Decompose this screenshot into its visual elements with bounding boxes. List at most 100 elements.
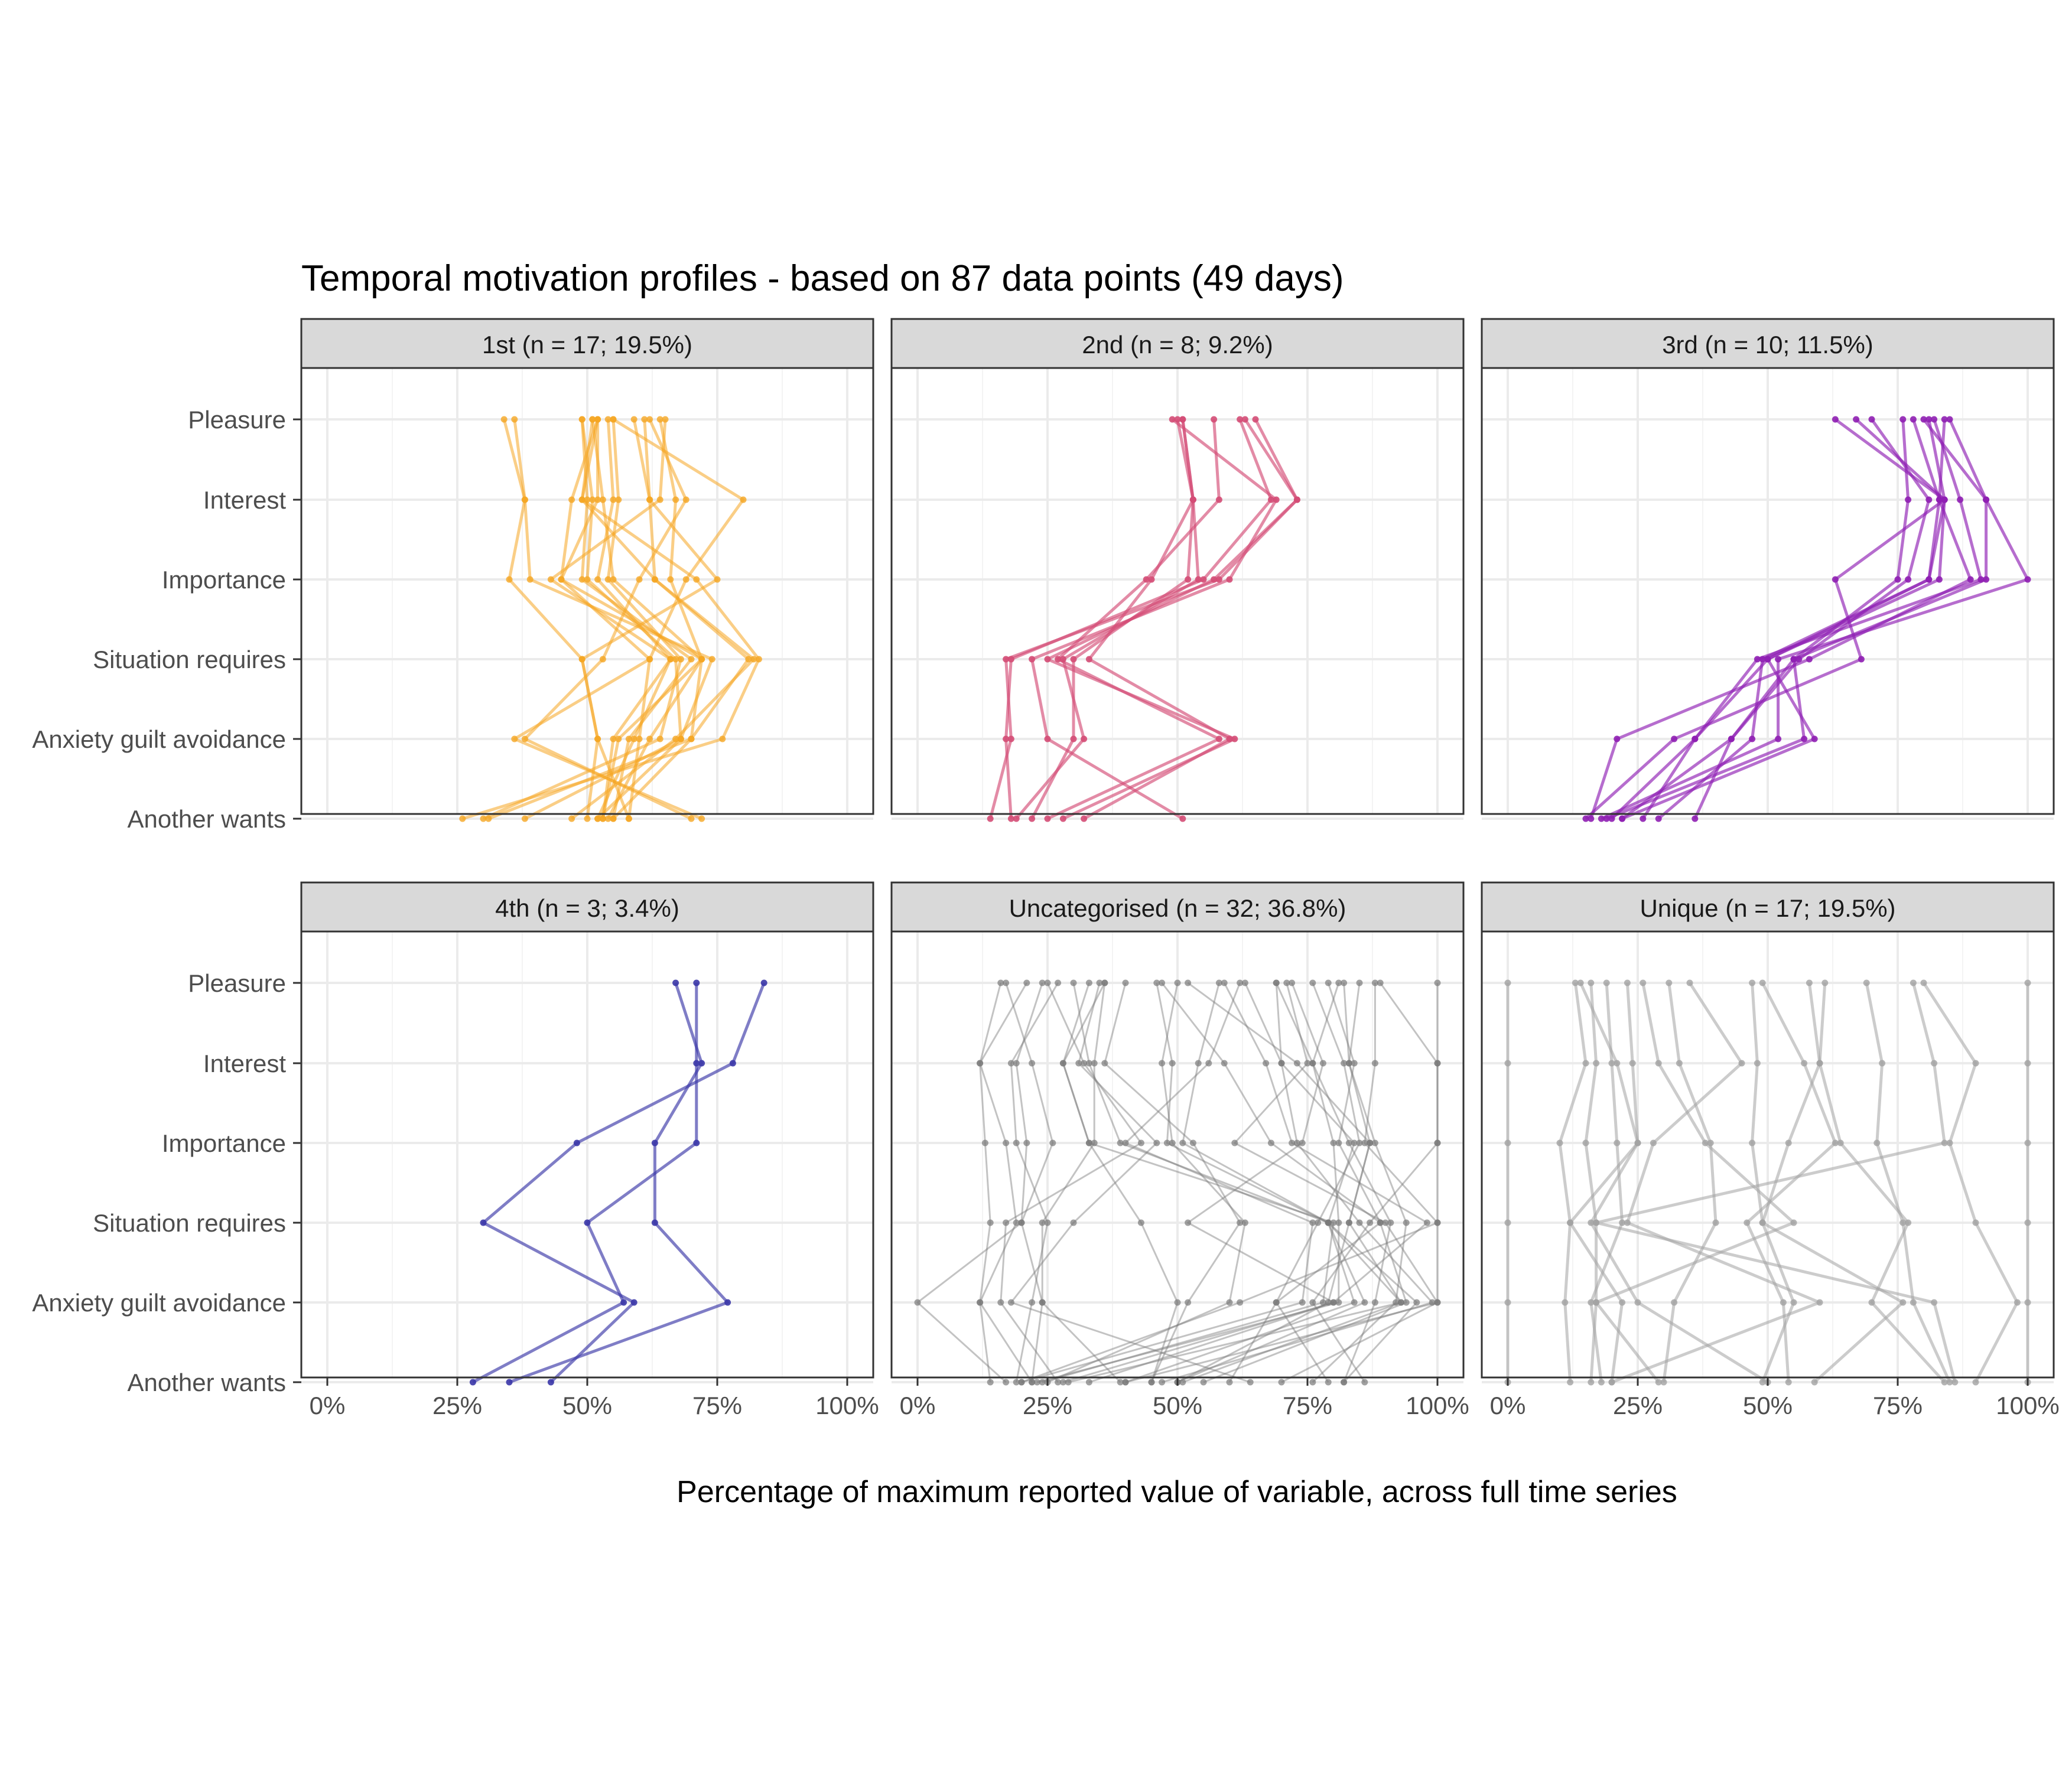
- series-line: [1662, 982, 1718, 1383]
- data-point: [646, 735, 653, 742]
- data-point: [1868, 416, 1875, 423]
- data-point: [1434, 1219, 1441, 1226]
- data-point: [1873, 1139, 1881, 1147]
- data-point: [630, 735, 637, 742]
- data-point: [1972, 1060, 1979, 1067]
- data-point: [914, 1299, 921, 1306]
- data-point: [1335, 979, 1342, 986]
- data-point: [594, 815, 601, 822]
- data-point: [1361, 1139, 1368, 1147]
- panel-border: [890, 367, 1465, 815]
- data-point: [2024, 1299, 2031, 1306]
- data-point: [1174, 979, 1181, 986]
- data-point: [997, 979, 1004, 986]
- data-point: [1003, 1379, 1010, 1386]
- data-point: [1237, 1219, 1244, 1226]
- series-line: [560, 419, 652, 819]
- data-point: [1423, 1219, 1430, 1226]
- y-tick-label: Situation requires: [93, 646, 286, 673]
- data-point: [1504, 1139, 1511, 1147]
- data-point: [1371, 1299, 1378, 1306]
- data-point: [1775, 656, 1782, 663]
- data-point: [1650, 1139, 1657, 1147]
- data-point: [1572, 979, 1579, 986]
- data-point: [1221, 1060, 1228, 1067]
- data-point: [1744, 1219, 1751, 1226]
- data-point: [558, 576, 565, 583]
- data-point: [1634, 1299, 1641, 1306]
- data-point: [1598, 815, 1605, 822]
- data-point: [682, 496, 689, 503]
- data-point: [1879, 1060, 1886, 1067]
- data-point: [1660, 1379, 1667, 1386]
- data-point: [1582, 1060, 1589, 1067]
- series-line: [1807, 982, 1946, 1383]
- data-point: [1226, 576, 1233, 583]
- series-line: [1177, 982, 1366, 1383]
- data-point: [977, 1299, 984, 1306]
- panel-strip-label: Unique (n = 17; 19.5%): [1640, 894, 1895, 922]
- data-point: [521, 815, 528, 822]
- data-point: [1905, 496, 1912, 503]
- data-point: [1122, 1139, 1129, 1147]
- data-point: [1371, 1139, 1378, 1147]
- data-point: [1619, 815, 1626, 822]
- data-point: [641, 416, 648, 423]
- data-point: [1169, 1139, 1176, 1147]
- data-point: [604, 815, 611, 822]
- data-point: [1371, 1060, 1378, 1067]
- panel-border: [300, 367, 874, 815]
- data-point: [1247, 1379, 1254, 1386]
- data-point: [578, 656, 586, 663]
- series-line: [1595, 982, 1957, 1383]
- data-point: [1023, 1139, 1030, 1147]
- panel-strip-label: Uncategorised (n = 32; 36.8%): [1009, 894, 1346, 922]
- data-point: [1367, 1219, 1374, 1226]
- data-point: [656, 735, 663, 742]
- data-point: [1588, 1299, 1595, 1306]
- x-tick-label: 0%: [900, 1392, 936, 1419]
- y-tick-label: Interest: [203, 1050, 286, 1077]
- data-point: [1905, 1219, 1912, 1226]
- data-point: [1361, 1379, 1368, 1386]
- series-line: [591, 419, 704, 819]
- data-point: [1936, 576, 1943, 583]
- data-point: [1335, 1219, 1342, 1226]
- data-point: [1341, 979, 1348, 986]
- data-point: [1237, 979, 1244, 986]
- data-point: [1179, 815, 1186, 822]
- data-point: [1215, 496, 1222, 503]
- data-point: [693, 576, 700, 583]
- series-line: [1030, 418, 1278, 820]
- data-point: [1085, 979, 1092, 986]
- data-point: [1910, 979, 1917, 986]
- data-point: [1941, 1379, 1948, 1386]
- data-point: [667, 576, 674, 583]
- series-line: [1865, 982, 1951, 1383]
- data-point: [1059, 1379, 1066, 1386]
- series-line: [1641, 418, 1946, 820]
- data-point: [1330, 1139, 1337, 1147]
- data-point: [646, 656, 653, 663]
- data-point: [511, 735, 518, 742]
- data-point: [1764, 656, 1771, 663]
- data-point: [1007, 1060, 1014, 1067]
- x-tick-label: 100%: [1996, 1392, 2059, 1419]
- data-point: [1972, 1219, 1979, 1226]
- data-point: [1925, 576, 1933, 583]
- data-point: [1686, 979, 1693, 986]
- series-line: [509, 982, 730, 1384]
- data-point: [480, 815, 487, 822]
- data-point: [1013, 815, 1020, 822]
- data-point: [1325, 1299, 1332, 1306]
- data-point: [1567, 1219, 1574, 1226]
- data-point: [1629, 1060, 1636, 1067]
- data-point: [1582, 815, 1589, 822]
- data-point: [1910, 1299, 1917, 1306]
- data-point: [1018, 1219, 1025, 1226]
- series-line: [1161, 982, 1381, 1383]
- series-line: [1047, 982, 1246, 1383]
- data-point: [693, 979, 700, 986]
- data-point: [500, 416, 508, 423]
